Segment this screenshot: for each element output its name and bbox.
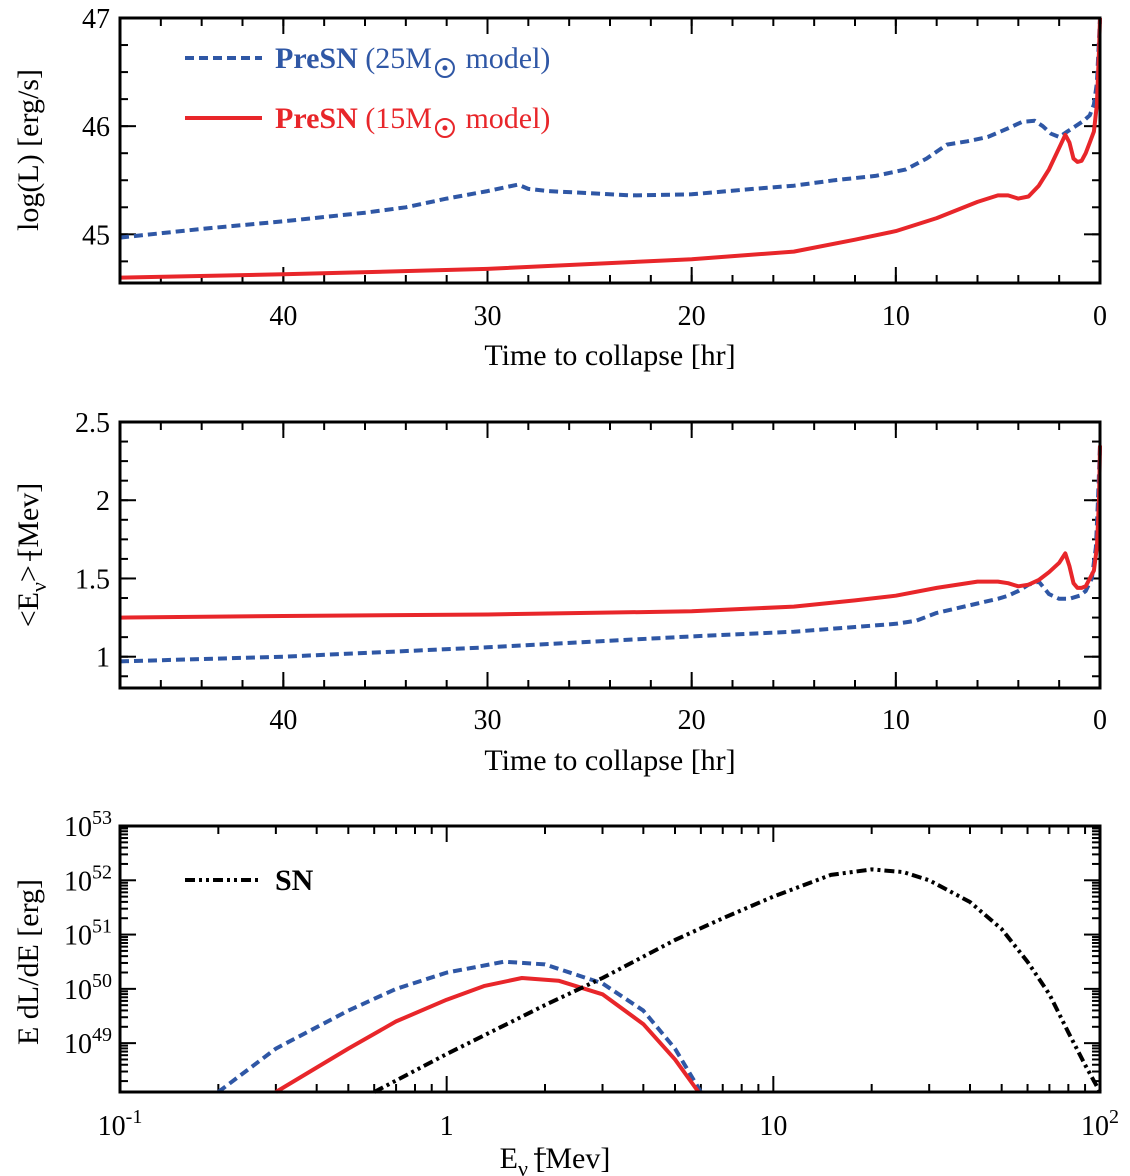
spectrum-legend: SN	[185, 864, 314, 897]
spectrum-x-axis-title: Eν [Mev]	[500, 1142, 611, 1176]
spectrum-plot-frame	[118, 824, 1102, 1094]
mean-energy-y-title-part-2: ν	[26, 582, 51, 592]
spectrum-x-tick-label: 10-1	[98, 1106, 143, 1142]
spectrum-y-tick-label: 1053	[64, 807, 112, 843]
luminosity-y-axis-title: log(L) [erg/s]	[12, 69, 45, 231]
mean-energy-panel: 40 30 20 10 0 1 1.5 2 2.5 Time to collapse [hr]…	[12, 408, 1107, 777]
mean-energy-plot-frame	[118, 420, 1102, 690]
mean-energy-y-title-part-3: > [Mev]	[12, 483, 45, 582]
mean-energy-y-tick-label: 1	[96, 643, 110, 674]
luminosity-panel: 40 30 20 10 0 45 46 47 Time to collapse [hr] l…	[12, 4, 1107, 372]
luminosity-y-tick-label: 47	[82, 4, 110, 35]
spectrum-y-tick-label: 1051	[64, 916, 112, 952]
sun-symbol-icon	[434, 118, 455, 138]
spectrum-x-title-part-3: [Mev]	[528, 1142, 610, 1175]
spectrum-series-red-line	[274, 976, 701, 1094]
luminosity-x-tick-label: 10	[882, 301, 910, 332]
legend-label-red: PreSN (15M model)	[275, 102, 550, 135]
luminosity-x-tick-label: 40	[269, 301, 297, 332]
luminosity-x-tick-label: 20	[678, 301, 706, 332]
mean-energy-y-tick-label: 1.5	[75, 564, 110, 595]
mean-energy-x-tick-label: 10	[882, 705, 910, 736]
luminosity-x-axis-title: Time to collapse [hr]	[484, 339, 735, 372]
mean-energy-series-red-line	[119, 445, 1102, 620]
legend-label-blue: PreSN (25M model)	[275, 42, 550, 75]
spectrum-series-blue-line	[217, 959, 703, 1094]
mean-energy-x-tick-label: 20	[678, 705, 706, 736]
mean-energy-series-blue-line	[119, 445, 1102, 664]
mean-energy-y-axis-title: <Eν> [Mev]	[12, 483, 51, 628]
spectrum-y-tick-label: 1049	[64, 1024, 112, 1060]
sun-symbol-dot	[442, 65, 448, 71]
mean-energy-x-tick-label: 30	[474, 705, 502, 736]
mean-energy-x-axis-title: Time to collapse [hr]	[484, 744, 735, 777]
spectrum-series-black-line	[373, 867, 1102, 1094]
spectrum-x-title-part-2: ν	[518, 1156, 528, 1176]
mean-energy-y-tick-label: 2.5	[75, 408, 110, 439]
spectrum-x-tick-label: 102	[1081, 1106, 1119, 1142]
luminosity-series-blue-line	[119, 17, 1102, 240]
luminosity-x-tick-label: 0	[1093, 301, 1107, 332]
spectrum-x-title-part-1: E	[500, 1142, 518, 1175]
mean-energy-y-title-part-1: <E	[12, 592, 45, 627]
spectrum-x-tick-label: 1	[440, 1111, 454, 1142]
sun-symbol-dot	[442, 125, 448, 131]
mean-energy-y-tick-label: 2	[96, 486, 110, 517]
mean-energy-x-tick-label: 40	[269, 705, 297, 736]
luminosity-plot-frame	[118, 16, 1102, 285]
spectrum-panel: 10-1 1 10 102 1049 1050 1051 1052 1053 Eν [Mev]…	[12, 807, 1119, 1176]
luminosity-x-tick-label: 30	[474, 301, 502, 332]
luminosity-series-red-line	[119, 17, 1102, 280]
luminosity-legend: PreSN (25M model) PreSN (15M model)	[185, 42, 550, 138]
legend-label-black: SN	[275, 864, 314, 897]
mean-energy-x-tick-label: 0	[1093, 705, 1107, 736]
spectrum-y-tick-label: 1052	[64, 861, 112, 897]
luminosity-y-tick-label: 46	[82, 112, 110, 143]
spectrum-x-tick-label: 10	[759, 1111, 787, 1142]
spectrum-y-axis-title: E dL/dE [erg]	[12, 879, 45, 1045]
spectrum-y-tick-label: 1050	[64, 970, 112, 1006]
luminosity-y-tick-label: 45	[82, 220, 110, 251]
sun-symbol-icon	[434, 58, 455, 78]
